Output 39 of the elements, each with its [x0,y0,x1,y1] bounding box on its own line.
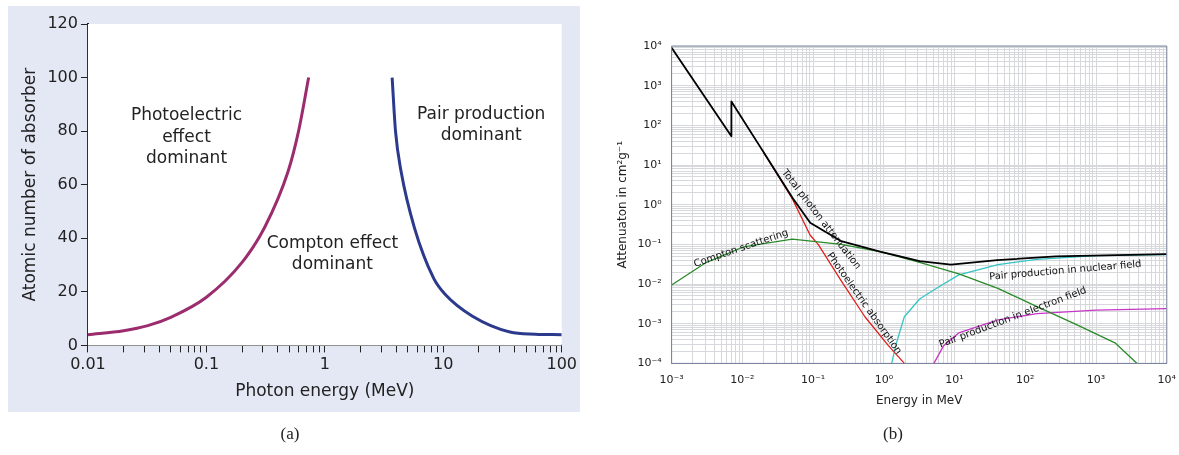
x-tick-label: 0.1 [193,354,220,374]
x-tick-label: 10⁴ [1157,372,1177,386]
x-tick-label: 100 [546,354,577,374]
y-tick-label: 10⁻² [637,276,662,290]
x-tick-label: 10⁻² [730,372,755,386]
annotation: Compton effect dominant [266,231,399,274]
x-tick-label: 10⁻³ [659,372,684,386]
x-tick-label: 10² [1016,372,1035,386]
y-tick-label: 0 [67,334,78,354]
x-tick-label: 1 [319,354,330,374]
y-tick-label: 10² [643,118,662,132]
y-tick-label: 10⁻³ [637,316,662,330]
y-tick-label: 60 [57,173,78,193]
y-axis-title: Attenuaton in cm²g⁻¹ [615,140,630,269]
y-tick-label: 100 [47,66,78,86]
y-tick-label: 10⁰ [643,197,663,211]
y-axis-title: Atomic number of absorber [18,67,39,302]
y-tick-label: 40 [57,227,78,247]
annotation: Pair production dominant [417,103,546,145]
y-tick-label: 10⁴ [643,38,663,52]
x-tick-label: 10⁻¹ [800,372,826,386]
y-tick-label: 10⁻¹ [637,237,662,251]
x-tick-label: 10³ [1086,372,1106,386]
y-tick-label: 80 [57,120,78,140]
text: (a) [279,424,301,444]
x-tick-label: 10 [433,354,454,374]
x-tick-label: 10⁰ [874,372,894,386]
annotation: Photoelectric effect dominant [130,104,243,167]
y-tick-label: 120 [47,13,78,33]
x-axis-title: Energy in MeV [875,392,964,407]
x-axis-title: Photon energy (MeV) [235,380,415,401]
y-tick-label: 10⁻⁴ [637,356,663,370]
y-tick-label: 20 [57,280,78,300]
y-tick-label: 10³ [643,78,662,92]
series-label: Pair production in nuclear field [988,257,1142,282]
y-tick-label: 10¹ [643,157,662,171]
x-tick-label: 0.01 [70,354,106,374]
x-tick-label: 10¹ [945,372,964,386]
text: (b) [882,424,904,444]
